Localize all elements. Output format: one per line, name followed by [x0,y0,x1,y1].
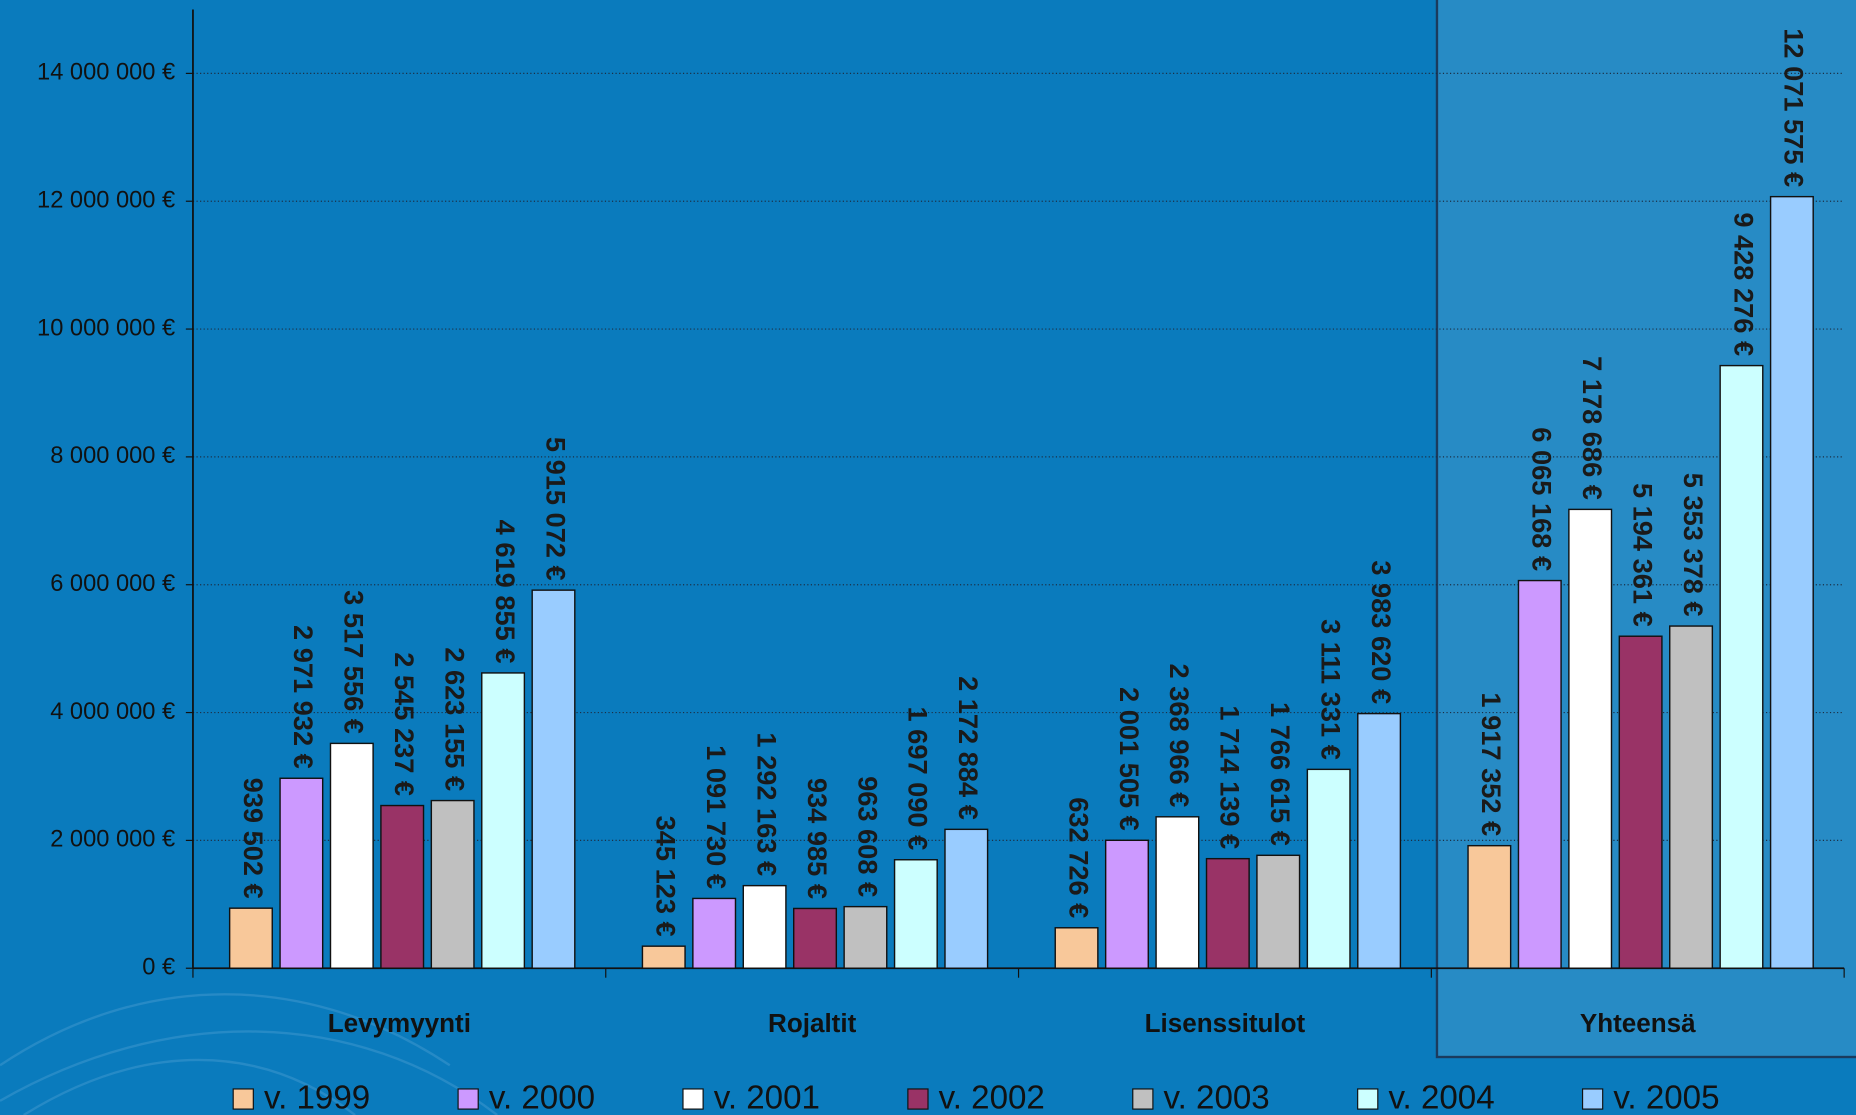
legend-swatch [1357,1088,1379,1110]
bar [1357,712,1402,969]
bar [531,589,576,969]
value-label: 5 353 378 € [1678,473,1709,617]
legend-label: v. 2003 [1164,1079,1270,1115]
bar [893,859,938,969]
value-label: 6 065 168 € [1527,427,1558,571]
bar [1155,816,1200,969]
value-label: 2 971 932 € [288,625,319,769]
bar [1306,768,1351,969]
value-label: 632 726 € [1063,797,1094,918]
legend-swatch [232,1088,254,1110]
value-label: 1 917 352 € [1476,692,1507,836]
legend-label: v. 1999 [264,1079,370,1115]
y-tick-label: 14 000 000 € [37,60,175,86]
bar [1568,508,1613,969]
value-label: 4 619 855 € [490,520,521,664]
y-tick-label: 10 000 000 € [37,315,175,341]
legend-label: v. 2004 [1388,1079,1494,1115]
y-tick-label: 0 € [142,954,175,980]
y-tick-label: 12 000 000 € [37,187,175,213]
bar [430,799,475,969]
value-label: 1 697 090 € [903,706,934,850]
bar [228,907,273,969]
value-label: 3 111 331 € [1315,619,1346,760]
value-label: 1 292 163 € [751,732,782,876]
legend-swatch [907,1088,929,1110]
y-tick-label: 8 000 000 € [50,443,175,469]
value-label: 939 502 € [238,778,269,899]
value-label: 7 178 686 € [1577,356,1608,500]
legend-swatch [682,1088,704,1110]
bar [380,804,425,969]
legend-swatch [457,1088,479,1110]
value-label: 2 623 155 € [439,647,470,791]
value-label: 2 368 966 € [1164,664,1195,808]
legend-swatch [1581,1088,1604,1110]
decoration [0,993,498,1115]
bar [944,828,989,969]
bar [1256,854,1301,969]
legend-label: v. 2005 [1613,1079,1719,1115]
value-label: 2 545 237 € [389,652,420,796]
value-label: 963 608 € [852,776,883,897]
bar [1618,635,1663,969]
value-label: 3 983 620 € [1366,560,1397,704]
y-tick-label: 2 000 000 € [50,827,175,853]
value-label: 12 071 575 € [1779,28,1810,187]
bar [1205,857,1250,969]
value-label: 5 915 072 € [540,437,571,581]
bar [843,905,888,969]
legend-label: v. 2001 [714,1079,820,1115]
value-label: 5 194 361 € [1627,483,1658,627]
bar [793,907,838,969]
value-label: 1 714 139 € [1215,705,1246,849]
bar [481,672,526,969]
bar [1669,625,1714,969]
bar [329,742,374,969]
value-label: 9 428 276 € [1728,212,1759,356]
value-label: 2 172 884 € [953,676,984,820]
x-tick-label: Lisenssitulot [1145,1008,1306,1038]
legend-swatch [1132,1088,1154,1110]
bar [1769,195,1814,969]
value-label: 1 091 730 € [701,745,732,889]
bar [279,777,324,969]
x-tick-label: Levymyynti [328,1008,471,1038]
bar [641,945,686,969]
y-tick-label: 4 000 000 € [50,699,175,725]
y-tick-label: 6 000 000 € [50,571,175,597]
x-tick-label: Yhteensä [1580,1008,1696,1038]
value-label: 2 001 505 € [1114,687,1145,831]
legend-label: v. 2002 [939,1079,1045,1115]
bar [1517,579,1562,969]
legend-label: v. 2000 [489,1079,595,1115]
bar [1054,927,1099,969]
x-tick-label: Rojaltit [768,1008,857,1038]
value-label: 934 985 € [802,778,833,899]
bar [1467,844,1512,969]
bar [742,884,787,969]
bar [692,897,737,969]
value-label: 345 123 € [651,816,682,937]
value-label: 3 517 556 € [339,590,370,734]
value-label: 1 766 615 € [1265,702,1296,846]
bar [1719,364,1764,969]
bar [1104,839,1149,969]
